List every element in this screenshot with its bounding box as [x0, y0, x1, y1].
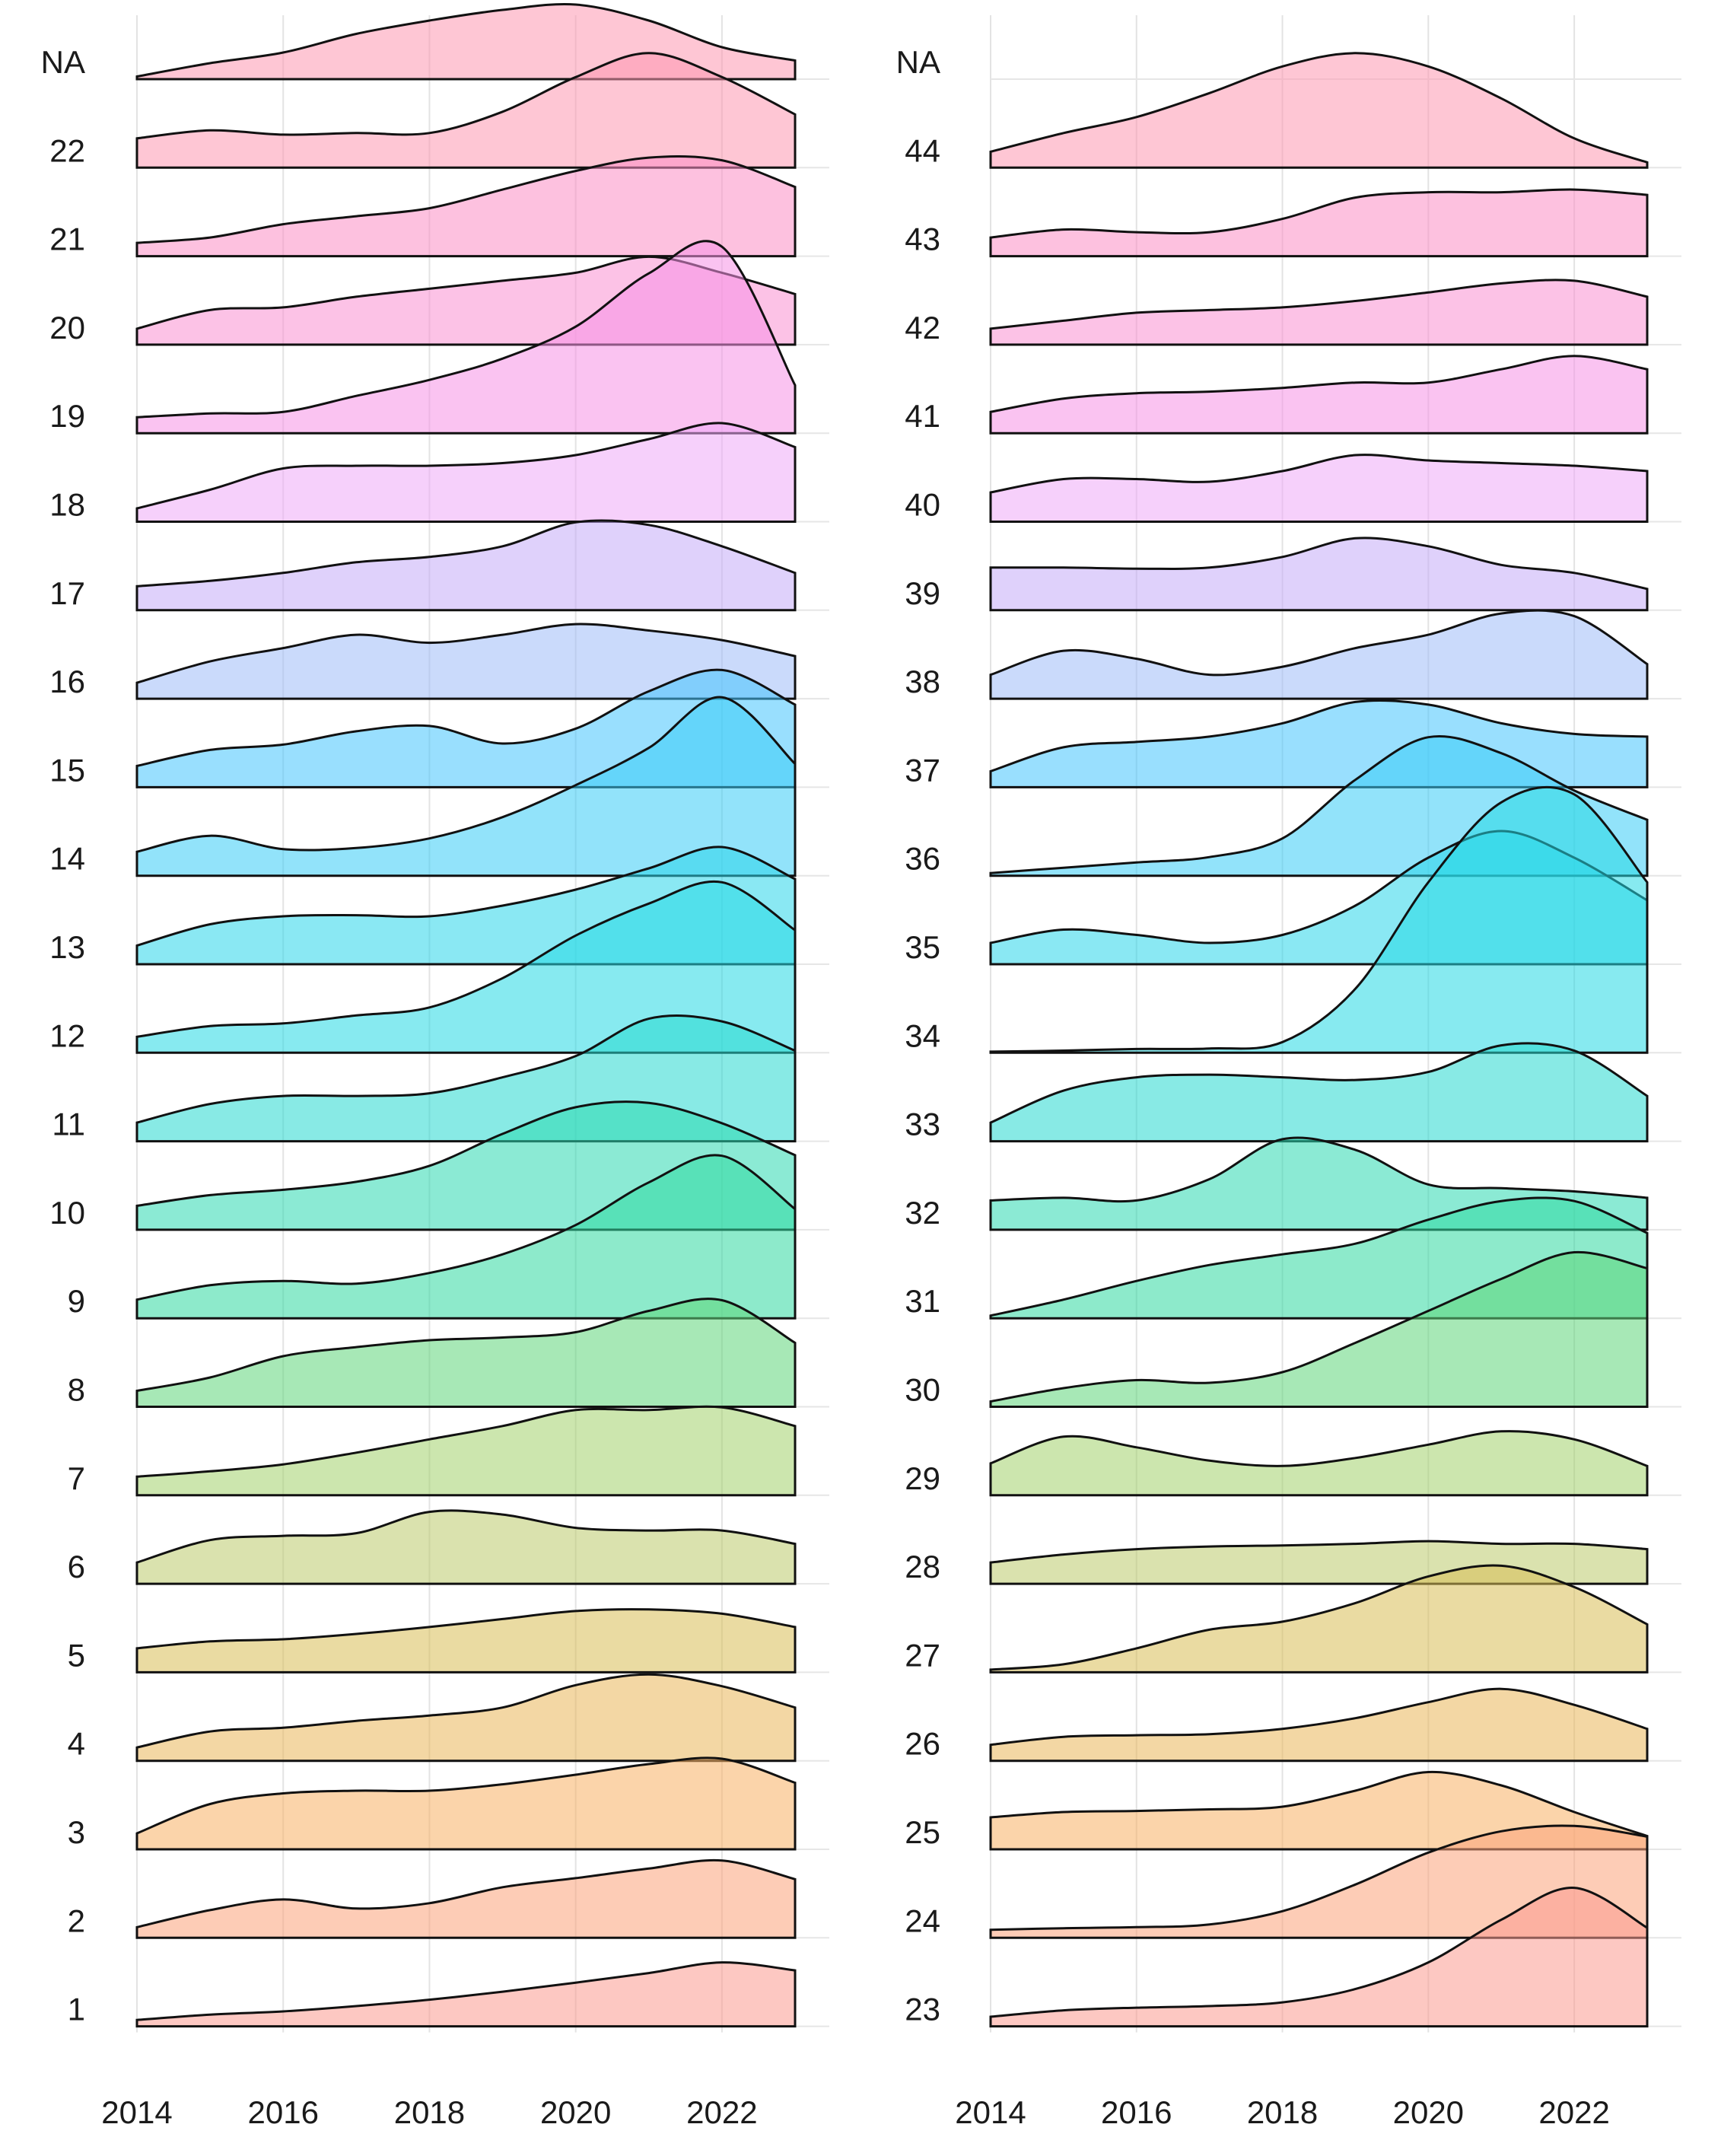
y-tick-label: 3: [68, 1814, 85, 1850]
ridge-series-9: [135, 1154, 797, 1320]
x-tick-label-2018: 2018: [1247, 2094, 1318, 2130]
ridge-series-14: [135, 696, 797, 877]
y-tick-label: 17: [49, 575, 85, 611]
y-tick-label: 23: [905, 1992, 940, 2027]
x-tick-label-2020: 2020: [1393, 2094, 1464, 2130]
y-tick-label: 21: [49, 221, 85, 257]
y-tick-label: 10: [49, 1195, 85, 1231]
y-tick-label: 43: [905, 221, 940, 257]
ridge-series-39: [989, 537, 1649, 612]
y-tick-label: 37: [905, 752, 940, 788]
y-tick-label: 35: [905, 929, 940, 965]
x-tick-label-2016: 2016: [248, 2094, 319, 2130]
y-tick-label: 26: [905, 1726, 940, 1762]
y-tick-label: 1: [68, 1992, 85, 2027]
y-tick-label: 28: [905, 1549, 940, 1584]
y-tick-label: 41: [905, 398, 940, 434]
x-tick-label-2014: 2014: [955, 2094, 1026, 2130]
ridge-series-6: [135, 1509, 797, 1585]
ridge-series-22: [135, 52, 797, 169]
ridge-series-21: [135, 154, 797, 258]
y-tick-label: 19: [49, 398, 85, 434]
ridge-series-41: [989, 355, 1649, 435]
ridge-series-33: [989, 1042, 1649, 1143]
y-tick-label: 4: [68, 1726, 85, 1762]
y-tick-label-na: NA: [41, 44, 85, 80]
ridge-series-30: [989, 1250, 1649, 1408]
ridge-series-1: [135, 1961, 797, 2028]
x-tick-label-2022: 2022: [686, 2094, 757, 2130]
ridge-series-26: [989, 1687, 1649, 1763]
ridge-series-12: [135, 880, 797, 1054]
y-tick-label: 34: [905, 1017, 940, 1053]
y-tick-label: 20: [49, 310, 85, 346]
y-tick-label: 44: [905, 132, 940, 168]
y-tick-label: 36: [905, 841, 940, 877]
y-tick-label: 14: [49, 841, 85, 877]
ridge-series-34: [989, 785, 1649, 1054]
ridge-series-18: [135, 422, 797, 523]
ridge-series-25: [989, 1770, 1649, 1851]
y-tick-label: 16: [49, 664, 85, 699]
x-tick-label-2022: 2022: [1538, 2094, 1609, 2130]
y-tick-label: 5: [68, 1637, 85, 1673]
ridgeline-panel-left: NA12345678910111213141516171819202122201…: [41, 3, 829, 2130]
ridge-series-3: [135, 1756, 797, 1851]
x-tick-label-2014: 2014: [101, 2094, 172, 2130]
x-tick-label-2016: 2016: [1101, 2094, 1172, 2130]
y-tick-label: 27: [905, 1637, 940, 1673]
y-tick-label: 39: [905, 575, 940, 611]
ridge-series-4: [135, 1673, 797, 1763]
ridge-series-43: [989, 188, 1649, 258]
ridge-series-2: [135, 1858, 797, 1939]
ridge-series-44: [989, 52, 1649, 169]
ridge-series-5: [135, 1608, 797, 1674]
ridge-series-29: [989, 1430, 1649, 1497]
ridge-series-37: [989, 699, 1649, 788]
ridgeline-panel-right: NA 23 24 25 26 27 28 29 30 31 32 33 34 35 36 37 38 39 40 41…: [896, 15, 1681, 2130]
y-tick-label: 22: [49, 132, 85, 168]
x-tick-label-2020: 2020: [540, 2094, 611, 2130]
y-tick-label: 2: [68, 1903, 85, 1938]
y-tick-label: 6: [68, 1549, 85, 1584]
y-tick-label: 31: [905, 1283, 940, 1319]
y-tick-label: 8: [68, 1372, 85, 1408]
y-tick-label: 24: [905, 1903, 940, 1938]
ridge-series-7: [135, 1405, 797, 1497]
y-tick-label: 29: [905, 1460, 940, 1496]
y-tick-label: 11: [52, 1107, 85, 1142]
y-tick-label: 25: [905, 1814, 940, 1850]
y-tick-label: 40: [905, 487, 940, 523]
ridge-series-27: [989, 1564, 1649, 1674]
ridge-series-23: [989, 1887, 1649, 2028]
y-tick-label: 38: [905, 664, 940, 699]
y-tick-label: 30: [905, 1372, 940, 1408]
ridge-series-38: [989, 609, 1649, 700]
y-tick-label: 18: [49, 487, 85, 523]
y-tick-label: 42: [905, 310, 940, 346]
x-tick-label-2018: 2018: [394, 2094, 465, 2130]
y-tick-label: 32: [905, 1195, 940, 1231]
ridge-series-24: [989, 1824, 1649, 1939]
y-tick-label: 7: [68, 1460, 85, 1496]
y-tick-label: 33: [905, 1107, 940, 1142]
y-tick-label-na: NA: [896, 44, 940, 80]
ridge-series-42: [989, 279, 1649, 346]
ridge-series-19: [135, 240, 797, 435]
ridge-series-8: [135, 1298, 797, 1408]
ridge-series-40: [989, 454, 1649, 523]
y-tick-label: 15: [49, 752, 85, 788]
y-tick-label: 12: [49, 1017, 85, 1053]
y-tick-label: 9: [68, 1283, 85, 1319]
ridge-series-16: [135, 623, 797, 700]
y-tick-label: 13: [49, 929, 85, 965]
ridge-series-17: [135, 519, 797, 612]
